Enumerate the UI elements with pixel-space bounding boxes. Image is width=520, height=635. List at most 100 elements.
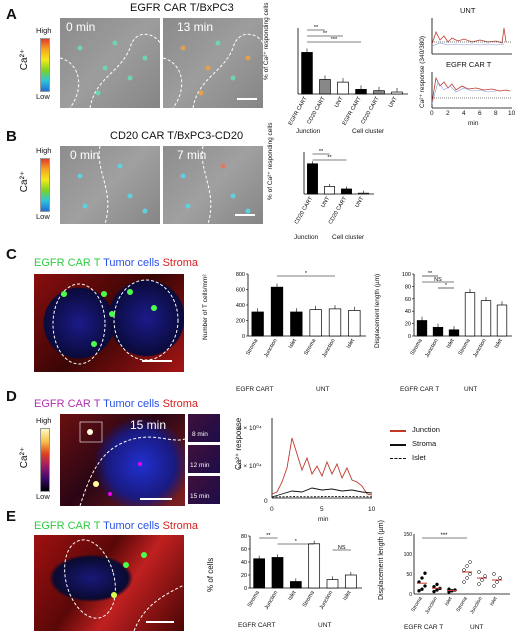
series-line-junction xyxy=(271,437,373,496)
y-tick-label: 80 xyxy=(241,534,247,540)
panel-d-ytick: 4 × 10⁰⁴ xyxy=(238,425,262,432)
panel-d-xtick: 5 xyxy=(320,506,324,513)
x-tick-label: Islet xyxy=(288,338,298,350)
bar xyxy=(373,90,385,95)
sig-label: *** xyxy=(440,533,448,539)
panel-a-group-junction: Junction xyxy=(296,128,321,135)
panel-d-inset-2: 12 min xyxy=(188,445,220,473)
sig-label: ** xyxy=(323,31,328,37)
bar xyxy=(271,557,284,589)
panel-e-scatter-group-car: EGFR CAR T xyxy=(404,624,444,631)
panel-a-image-right-outline xyxy=(163,33,263,108)
bar xyxy=(480,300,492,337)
sig-label: ** xyxy=(327,155,332,161)
y-tick-label: 80 xyxy=(405,284,411,290)
panel-a-image-left: 0 min xyxy=(60,18,160,108)
bar xyxy=(270,286,284,337)
panel-a-trace-top-title: UNT xyxy=(460,6,476,15)
panel-a-trace-xtick: 0 xyxy=(430,110,434,117)
scatter-point xyxy=(492,584,496,588)
panel-a-trace-bottom-title: EGFR CAR T xyxy=(446,60,492,69)
panel-c-legend-red: Stroma xyxy=(162,257,199,269)
panel-c-legend-green: EGFR CAR T xyxy=(34,257,101,269)
x-tick-label: Junction xyxy=(319,590,334,611)
panel-e-scatter-ylabel: Displacement length (µm) xyxy=(378,520,385,600)
scatter-point xyxy=(468,572,472,576)
y-tick-label: 60 xyxy=(241,547,247,553)
panel-d-image: 15 min xyxy=(60,414,185,506)
y-tick-label: 400 xyxy=(236,303,245,309)
panel-a-trace-top xyxy=(431,18,512,55)
panel-e-legend-blue: Tumor cells xyxy=(103,520,160,532)
x-tick-label: Stroma xyxy=(303,337,318,356)
panel-b-group-cluster: Cell cluster xyxy=(332,234,365,241)
panel-b-group-junction: Junction xyxy=(294,234,319,241)
panel-e-image-outline xyxy=(64,539,184,631)
panel-letter-c: C xyxy=(6,246,17,263)
panel-a-scale-high: High xyxy=(36,26,52,35)
panel-letter-e: E xyxy=(6,508,17,525)
y-tick-label: 600 xyxy=(236,288,245,294)
bar xyxy=(301,52,313,95)
panel-letter-b: B xyxy=(6,128,17,145)
x-tick-label: UNT xyxy=(334,95,345,108)
scatter-point xyxy=(477,582,481,586)
panel-d-trace-legend: Junction Stroma Islet xyxy=(390,424,500,466)
panel-b-image-right-outline xyxy=(180,146,251,224)
panel-a-image-left-outline xyxy=(60,33,160,108)
panel-a-colorbar xyxy=(40,38,50,92)
panel-d-trace-chart xyxy=(271,418,373,499)
panel-a-trace-xtick: 6 xyxy=(478,110,482,117)
panel-b-bar-ylabel: % of Ca²⁺ responding cells xyxy=(267,122,274,201)
y-tick-label: 200 xyxy=(236,319,245,325)
panel-a-scale-label: Ca²⁺ xyxy=(19,48,31,71)
series-line-stroma xyxy=(271,487,373,498)
y-tick-label: 0 xyxy=(244,586,247,592)
panel-e-group-car: EGFR CART xyxy=(238,622,276,629)
panel-d-time-main: 15 min xyxy=(130,418,167,432)
x-tick-label: Islet xyxy=(342,590,352,602)
scatter-point xyxy=(480,578,484,582)
panel-e-scatter-group-unt: UNT xyxy=(470,624,484,631)
x-tick-label: UNT xyxy=(388,95,399,108)
panel-b-image-right: 7 min xyxy=(163,146,263,224)
panel-a-time-left: 0 min xyxy=(66,20,96,34)
x-tick-label: UNT xyxy=(354,195,365,208)
x-tick-label: Islet xyxy=(444,595,454,606)
sig-label: * xyxy=(295,539,298,545)
bar xyxy=(324,186,335,195)
x-tick-label: Stroma xyxy=(458,337,473,356)
bar xyxy=(496,304,508,337)
scatter-point xyxy=(432,589,436,594)
x-tick-label: Junction xyxy=(321,338,336,359)
bar xyxy=(337,81,349,95)
scatter-point xyxy=(420,587,424,591)
panel-a-time-right: 13 min xyxy=(177,20,214,34)
panel-d-scale-label: Ca²⁺ xyxy=(19,446,31,469)
x-tick-label: CD20 CART xyxy=(360,95,381,125)
bar xyxy=(308,543,321,589)
y-tick-label: 800 xyxy=(236,272,245,278)
panel-b-time-left: 0 min xyxy=(70,148,100,162)
y-tick-label: 100 xyxy=(404,552,413,558)
panel-d-legend-islet: Islet xyxy=(412,453,426,462)
panel-b-time-right: 7 min xyxy=(177,148,207,162)
panel-b-image-title: CD20 CAR T/BxPC3-CD20 xyxy=(110,130,244,142)
panel-d-colorbar xyxy=(40,428,50,492)
panel-c-scalebar xyxy=(142,360,172,362)
sig-label: ** xyxy=(319,149,324,155)
bar xyxy=(464,292,476,337)
panel-d-inset-time: 15 min xyxy=(190,493,210,500)
panel-a-image-right: 13 min xyxy=(163,18,263,108)
panel-e-scalebar xyxy=(146,621,174,623)
bar xyxy=(341,188,352,195)
x-tick-label: Stroma xyxy=(245,337,260,356)
sig-label: NS xyxy=(338,545,346,551)
bar xyxy=(416,320,428,337)
x-tick-label: Junction xyxy=(264,590,279,611)
panel-d-xlabel: min xyxy=(318,516,329,523)
panel-d-ytick: 2 × 10⁰⁴ xyxy=(238,463,262,470)
